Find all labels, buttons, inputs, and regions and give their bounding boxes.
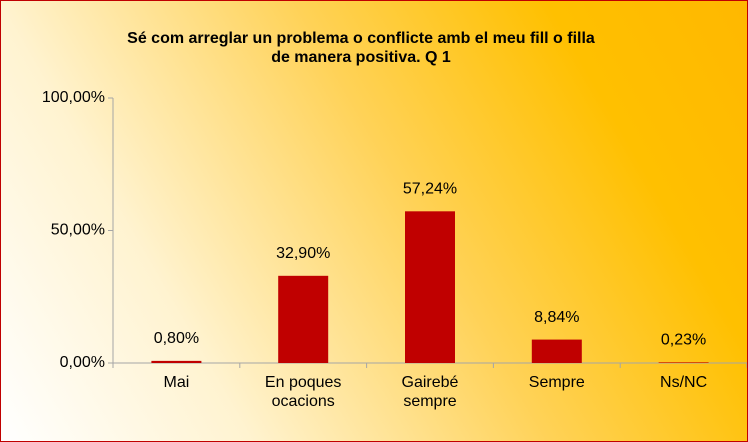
bar — [531, 339, 582, 363]
chart-title: Sé com arreglar un problema o conflicte … — [127, 30, 595, 66]
x-tick-label: Mai — [163, 374, 190, 391]
x-tick-label: En poques ocacions — [264, 374, 342, 410]
bar — [278, 275, 329, 363]
data-label: 8,84% — [534, 309, 579, 326]
y-tick-label: 100,00% — [42, 89, 105, 106]
bar — [405, 211, 455, 363]
data-label: 32,90% — [276, 245, 330, 262]
y-tick-label: 0,00% — [60, 354, 105, 371]
x-tick-label: Gairebé sempre — [401, 374, 459, 410]
data-label: 0,23% — [661, 332, 706, 349]
x-tick-label: Ns/NC — [660, 374, 708, 391]
bar — [151, 360, 202, 363]
x-tick-label: Sempre — [528, 374, 585, 391]
y-tick-label: 50,00% — [51, 222, 105, 239]
data-label: 0,80% — [154, 330, 199, 347]
data-label: 57,24% — [403, 181, 457, 198]
bar — [658, 362, 709, 363]
